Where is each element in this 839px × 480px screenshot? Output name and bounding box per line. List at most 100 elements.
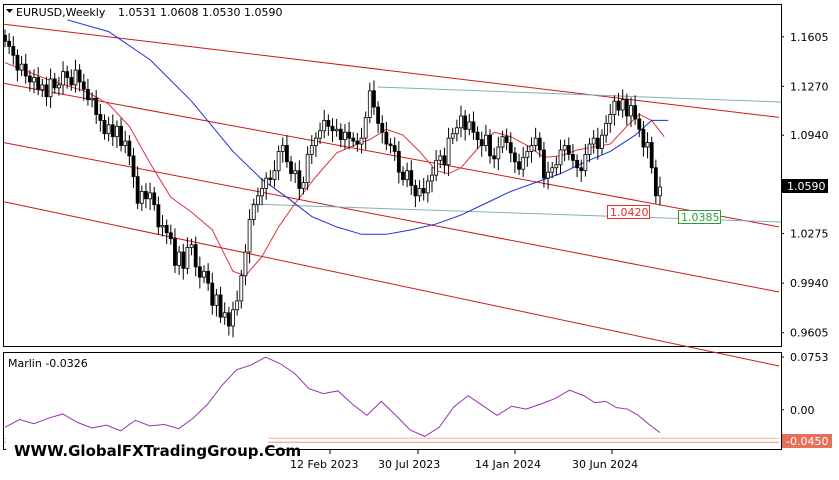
- candle-body: [620, 99, 625, 111]
- candle-body: [305, 154, 310, 183]
- candle-body: [454, 127, 459, 135]
- candle-body: [77, 69, 82, 83]
- candle-body: [218, 294, 223, 318]
- candle-body: [276, 151, 281, 172]
- candle-body: [11, 46, 16, 56]
- candle-body: [401, 171, 405, 180]
- channel-line-3: [3, 201, 780, 367]
- candle-body: [139, 191, 144, 204]
- candle-body: [206, 270, 211, 284]
- candle-body: [595, 137, 600, 149]
- candle-body: [380, 122, 385, 133]
- oscillator-value-tag: [782, 434, 832, 448]
- candle-body: [52, 78, 57, 89]
- candle-body: [616, 100, 621, 111]
- candle-body: [69, 77, 74, 86]
- candle-body: [56, 84, 61, 89]
- candle-body: [226, 312, 231, 327]
- candle-body: [612, 100, 617, 115]
- green-level-label: 1.0385: [681, 211, 720, 224]
- candle-body: [36, 77, 41, 90]
- candle-body: [309, 145, 314, 155]
- candle-body: [284, 145, 289, 163]
- indicator-title: Marlin -0.0326: [8, 357, 88, 370]
- symbol-title: EURUSD,Weekly: [16, 6, 106, 19]
- candle-body: [98, 114, 103, 121]
- candle-body: [222, 312, 227, 318]
- candle-body: [658, 186, 662, 197]
- candle-body: [322, 119, 327, 132]
- candle-body: [413, 185, 418, 197]
- candle-body: [15, 54, 20, 71]
- candle-body: [372, 90, 376, 108]
- candle-body: [272, 170, 277, 180]
- candle-body: [537, 137, 542, 151]
- candle-body: [297, 170, 302, 189]
- candle-body: [19, 63, 24, 71]
- candle-body: [318, 130, 322, 139]
- time-tick-label: 30 Jun 2024: [572, 458, 638, 471]
- time-axis: 12 Feb 2023 30 Jul 2023 14 Jan 2024 30 Jun …: [290, 450, 638, 471]
- watermark-bg: [6, 436, 268, 470]
- candle-body: [177, 251, 182, 266]
- price-tick-label: 1.0275: [790, 228, 829, 241]
- candle-body: [571, 154, 575, 161]
- candle-body: [173, 238, 177, 266]
- candle-body: [193, 244, 198, 268]
- candle-body: [260, 188, 264, 197]
- candle-body: [430, 174, 434, 182]
- candle-body: [355, 140, 360, 145]
- candle-body: [289, 161, 293, 175]
- oscillator-axis: 0.0753 0.00: [781, 351, 829, 417]
- candle-body: [280, 145, 285, 152]
- candle-body: [314, 137, 318, 146]
- candle-body: [446, 137, 451, 166]
- candle-body: [471, 121, 476, 133]
- candle-body: [65, 71, 70, 78]
- candle-body: [363, 117, 368, 139]
- candle-body: [330, 125, 335, 132]
- candle-body: [649, 142, 654, 169]
- chevron-down-icon[interactable]: [6, 9, 13, 13]
- candle-body: [106, 124, 111, 135]
- price-tick-label: 1.1270: [790, 80, 829, 93]
- candle-body: [525, 151, 530, 158]
- candle-body: [521, 156, 526, 170]
- candle-body: [500, 136, 505, 148]
- candle-body: [608, 114, 613, 124]
- green-level-box: [678, 210, 721, 224]
- candle-body: [164, 225, 169, 234]
- candle-body: [550, 167, 555, 173]
- price-tick-label: 1.1605: [790, 31, 829, 44]
- channel-line-0: [3, 23, 780, 118]
- candle-body: [73, 69, 78, 86]
- candle-body: [575, 159, 579, 169]
- candle-body: [434, 159, 439, 176]
- candle-body: [247, 219, 252, 253]
- candle-body: [32, 77, 36, 83]
- candle-body: [508, 142, 513, 154]
- candle-body: [44, 84, 49, 98]
- candle-body: [450, 133, 455, 139]
- candle-body: [7, 40, 12, 47]
- main-plot-frame: [3, 4, 782, 347]
- candle-body: [637, 118, 642, 130]
- candle-body: [168, 232, 173, 240]
- price-tick-label: 1.0940: [790, 129, 829, 142]
- candle-body: [251, 204, 256, 220]
- candle-body: [119, 125, 123, 146]
- candle-body: [185, 247, 190, 269]
- oscillator-line: [4, 356, 661, 437]
- candle-body: [210, 282, 215, 306]
- channel-line-1: [3, 82, 780, 228]
- current-price-tag: [782, 179, 828, 193]
- candle-body: [562, 145, 567, 151]
- candle-body: [645, 142, 650, 148]
- candle-body: [624, 99, 629, 117]
- candle-body: [579, 167, 584, 172]
- candle-body: [587, 143, 592, 155]
- candle-body: [417, 188, 422, 197]
- candlesticks: [3, 29, 662, 338]
